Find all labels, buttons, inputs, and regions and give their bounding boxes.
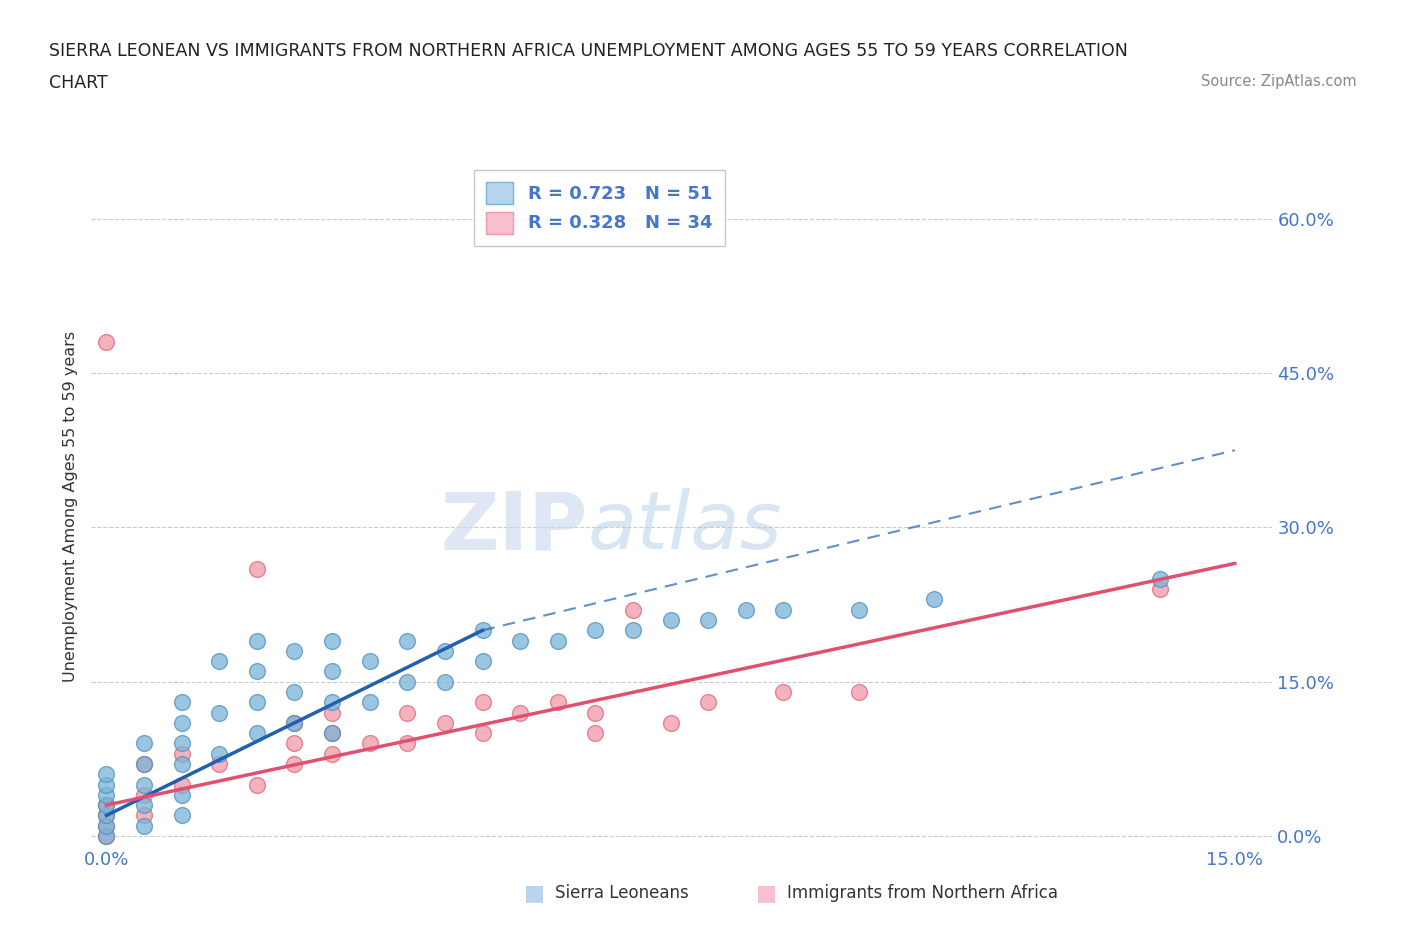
Point: [132, 777, 155, 792]
Point: [170, 808, 193, 823]
Point: [96, 767, 118, 782]
Point: [433, 674, 456, 689]
Point: [208, 746, 231, 761]
Point: [132, 818, 155, 833]
Point: [471, 623, 494, 638]
Point: [96, 808, 118, 823]
Point: [283, 757, 305, 772]
Point: [621, 623, 644, 638]
Point: [359, 695, 381, 710]
Point: [321, 633, 343, 648]
Point: [321, 725, 343, 740]
Point: [583, 725, 606, 740]
Text: atlas: atlas: [588, 488, 782, 566]
Point: [96, 808, 118, 823]
Point: [96, 829, 118, 844]
Point: [246, 777, 269, 792]
Point: [547, 633, 569, 648]
Point: [1149, 571, 1171, 586]
Point: [96, 818, 118, 833]
Point: [772, 684, 794, 699]
Text: ■: ■: [756, 883, 776, 903]
Point: [283, 736, 305, 751]
Text: CHART: CHART: [49, 74, 108, 92]
Point: [170, 788, 193, 803]
Point: [96, 818, 118, 833]
Point: [321, 695, 343, 710]
Point: [246, 633, 269, 648]
Point: [96, 788, 118, 803]
Point: [170, 746, 193, 761]
Point: [659, 613, 682, 628]
Point: [283, 715, 305, 730]
Point: [283, 684, 305, 699]
Point: [132, 788, 155, 803]
Point: [321, 705, 343, 720]
Point: [471, 695, 494, 710]
Text: Source: ZipAtlas.com: Source: ZipAtlas.com: [1201, 74, 1357, 89]
Text: ZIP: ZIP: [440, 488, 588, 566]
Point: [396, 674, 419, 689]
Text: ■: ■: [524, 883, 544, 903]
Point: [359, 736, 381, 751]
Point: [734, 603, 756, 618]
Point: [772, 603, 794, 618]
Point: [396, 633, 419, 648]
Point: [697, 613, 720, 628]
Point: [659, 715, 682, 730]
Point: [132, 808, 155, 823]
Point: [583, 623, 606, 638]
Point: [848, 684, 870, 699]
Point: [697, 695, 720, 710]
Point: [471, 654, 494, 669]
Point: [208, 654, 231, 669]
Point: [96, 829, 118, 844]
Text: Immigrants from Northern Africa: Immigrants from Northern Africa: [787, 884, 1059, 902]
Point: [283, 715, 305, 730]
Point: [246, 664, 269, 679]
Point: [170, 695, 193, 710]
Point: [170, 777, 193, 792]
Point: [170, 715, 193, 730]
Point: [208, 705, 231, 720]
Point: [170, 736, 193, 751]
Point: [246, 695, 269, 710]
Point: [246, 725, 269, 740]
Point: [96, 798, 118, 813]
Point: [96, 798, 118, 813]
Point: [283, 644, 305, 658]
Point: [547, 695, 569, 710]
Point: [509, 633, 531, 648]
Point: [922, 592, 945, 607]
Point: [321, 746, 343, 761]
Point: [132, 757, 155, 772]
Point: [208, 757, 231, 772]
Point: [621, 603, 644, 618]
Point: [96, 777, 118, 792]
Point: [132, 798, 155, 813]
Point: [321, 725, 343, 740]
Point: [471, 725, 494, 740]
Point: [132, 736, 155, 751]
Point: [359, 654, 381, 669]
Point: [848, 603, 870, 618]
Text: Sierra Leoneans: Sierra Leoneans: [555, 884, 689, 902]
Point: [170, 757, 193, 772]
Y-axis label: Unemployment Among Ages 55 to 59 years: Unemployment Among Ages 55 to 59 years: [63, 331, 79, 683]
Point: [396, 705, 419, 720]
Point: [396, 736, 419, 751]
Point: [246, 561, 269, 576]
Point: [321, 664, 343, 679]
Point: [96, 335, 118, 350]
Legend: R = 0.723   N = 51, R = 0.328   N = 34: R = 0.723 N = 51, R = 0.328 N = 34: [474, 169, 725, 246]
Point: [433, 644, 456, 658]
Text: SIERRA LEONEAN VS IMMIGRANTS FROM NORTHERN AFRICA UNEMPLOYMENT AMONG AGES 55 TO : SIERRA LEONEAN VS IMMIGRANTS FROM NORTHE…: [49, 42, 1128, 60]
Point: [433, 715, 456, 730]
Point: [1149, 581, 1171, 596]
Point: [583, 705, 606, 720]
Point: [132, 757, 155, 772]
Point: [509, 705, 531, 720]
